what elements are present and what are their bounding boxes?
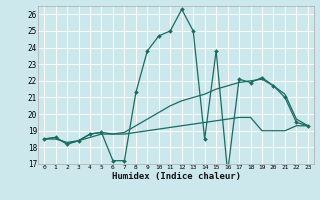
X-axis label: Humidex (Indice chaleur): Humidex (Indice chaleur) xyxy=(111,172,241,181)
